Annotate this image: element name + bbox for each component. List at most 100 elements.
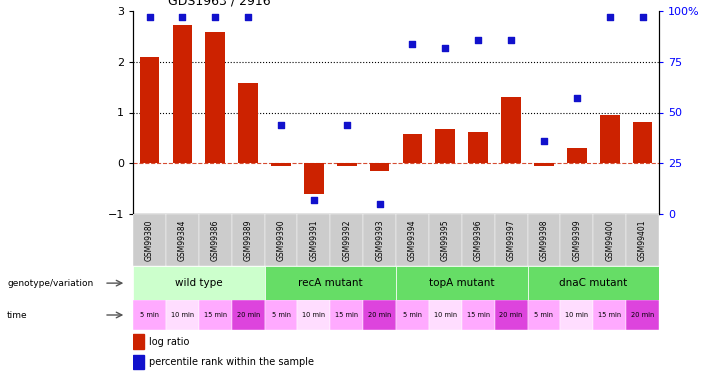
Text: recA mutant: recA mutant	[298, 278, 362, 288]
Text: 15 min: 15 min	[467, 312, 490, 318]
Point	[308, 196, 320, 202]
Bar	[232, 214, 265, 266]
Bar	[330, 214, 363, 266]
Text: 20 min: 20 min	[499, 312, 523, 318]
Bar	[238, 83, 258, 163]
Text: 10 min: 10 min	[434, 312, 457, 318]
Point	[538, 138, 550, 144]
Bar	[370, 163, 390, 171]
Text: GSM99398: GSM99398	[540, 219, 548, 261]
Text: GSM99393: GSM99393	[375, 219, 384, 261]
Text: time: time	[7, 310, 27, 320]
Bar	[396, 214, 429, 266]
Text: log ratio: log ratio	[149, 336, 189, 346]
Point	[144, 14, 155, 20]
Text: wild type: wild type	[175, 278, 223, 288]
Bar	[462, 300, 495, 330]
Bar	[567, 148, 587, 163]
Point	[341, 122, 353, 128]
Text: GSM99392: GSM99392	[342, 219, 351, 261]
Text: GSM99399: GSM99399	[572, 219, 581, 261]
Bar	[501, 98, 521, 163]
Point	[472, 37, 484, 43]
Text: GSM99394: GSM99394	[408, 219, 417, 261]
Text: 20 min: 20 min	[631, 312, 654, 318]
Bar	[495, 214, 528, 266]
Point	[177, 14, 188, 20]
Bar	[265, 266, 396, 300]
Bar	[429, 300, 462, 330]
Text: percentile rank within the sample: percentile rank within the sample	[149, 357, 314, 367]
Bar	[265, 214, 297, 266]
Bar	[626, 214, 659, 266]
Bar	[593, 300, 626, 330]
Bar	[304, 163, 324, 194]
Bar	[330, 300, 363, 330]
Point	[637, 14, 648, 20]
Point	[505, 37, 517, 43]
Text: 10 min: 10 min	[171, 312, 194, 318]
Text: dnaC mutant: dnaC mutant	[559, 278, 627, 288]
Text: GSM99386: GSM99386	[211, 219, 220, 261]
Bar	[166, 300, 199, 330]
Text: GSM99384: GSM99384	[178, 219, 187, 261]
Bar	[396, 266, 528, 300]
Text: GSM99389: GSM99389	[244, 219, 252, 261]
Bar	[205, 32, 225, 163]
Text: 10 min: 10 min	[565, 312, 588, 318]
Text: GSM99391: GSM99391	[309, 219, 318, 261]
Text: 5 min: 5 min	[534, 312, 553, 318]
Text: 20 min: 20 min	[236, 312, 260, 318]
Bar	[297, 214, 330, 266]
Point	[604, 14, 615, 20]
Bar	[626, 300, 659, 330]
Bar	[560, 300, 593, 330]
Bar	[600, 115, 620, 163]
Bar	[199, 300, 232, 330]
Bar	[402, 134, 423, 163]
Text: 5 min: 5 min	[140, 312, 159, 318]
Bar	[534, 163, 554, 166]
Point	[243, 14, 254, 20]
Bar	[232, 300, 265, 330]
Bar	[133, 266, 265, 300]
Bar	[172, 26, 192, 163]
Text: 5 min: 5 min	[271, 312, 290, 318]
Text: 20 min: 20 min	[368, 312, 391, 318]
Point	[571, 95, 583, 101]
Bar	[528, 300, 560, 330]
Text: genotype/variation: genotype/variation	[7, 279, 93, 288]
Text: GSM99397: GSM99397	[507, 219, 515, 261]
Bar	[363, 300, 396, 330]
Bar	[632, 122, 653, 163]
Bar	[133, 355, 144, 369]
Bar	[462, 214, 495, 266]
Text: GSM99401: GSM99401	[638, 219, 647, 261]
Bar	[199, 214, 232, 266]
Point	[407, 40, 418, 46]
Text: 15 min: 15 min	[204, 312, 227, 318]
Bar	[337, 163, 357, 166]
Text: topA mutant: topA mutant	[429, 278, 494, 288]
Bar	[363, 214, 396, 266]
Bar	[133, 300, 166, 330]
Bar	[528, 214, 560, 266]
Bar	[396, 300, 429, 330]
Bar	[297, 300, 330, 330]
Text: 10 min: 10 min	[302, 312, 325, 318]
Bar	[166, 214, 199, 266]
Text: GSM99395: GSM99395	[441, 219, 450, 261]
Text: GDS1963 / 2916: GDS1963 / 2916	[168, 0, 271, 8]
Point	[210, 14, 221, 20]
Bar	[528, 266, 659, 300]
Bar	[468, 132, 488, 163]
Bar	[593, 214, 626, 266]
Text: GSM99396: GSM99396	[474, 219, 483, 261]
Bar	[560, 214, 593, 266]
Bar	[495, 300, 528, 330]
Text: 15 min: 15 min	[598, 312, 621, 318]
Text: GSM99400: GSM99400	[605, 219, 614, 261]
Point	[440, 45, 451, 51]
Bar	[139, 57, 160, 163]
Bar	[265, 300, 297, 330]
